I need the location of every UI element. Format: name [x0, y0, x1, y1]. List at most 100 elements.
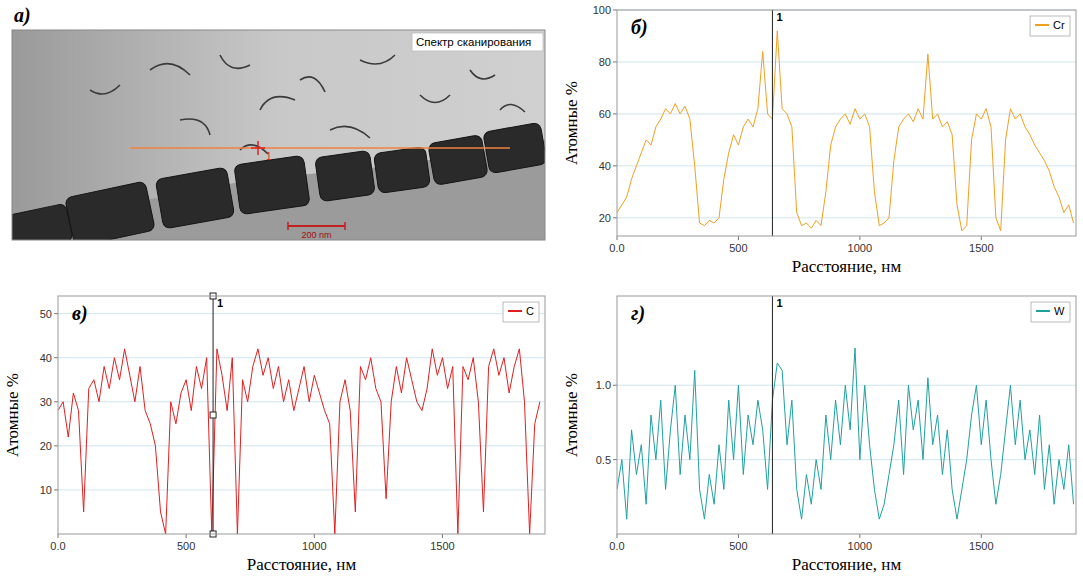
x-tick	[617, 236, 618, 240]
data-layer	[617, 296, 1074, 534]
image-frame	[12, 30, 545, 240]
y-tick-label: 80	[599, 56, 611, 68]
legend: Cr	[1030, 16, 1070, 36]
cursor-line	[772, 296, 773, 534]
data-layer	[617, 10, 1074, 236]
legend: W	[1031, 302, 1070, 322]
dislocation	[300, 77, 325, 92]
grid-line	[617, 459, 1076, 460]
grid-line	[58, 401, 545, 402]
y-tick	[54, 445, 58, 446]
dislocation	[420, 95, 450, 103]
panel-label: a)	[14, 4, 31, 27]
data-line	[58, 349, 540, 534]
marker-cross	[251, 147, 265, 149]
title-box	[412, 33, 543, 51]
y-tick	[613, 61, 617, 62]
y-tick	[54, 357, 58, 358]
plot-background	[617, 296, 1076, 534]
y-tick-label: 100	[593, 4, 611, 16]
y-tick-label: 50	[40, 308, 52, 320]
grid-line	[617, 113, 1076, 114]
x-tick-label: 500	[177, 540, 195, 552]
grid-line	[617, 61, 1076, 62]
cursor-handle	[210, 412, 216, 418]
y-tick	[613, 385, 617, 386]
scale-bar-end	[287, 222, 289, 230]
carbide-grain	[373, 147, 430, 194]
plot-frame	[58, 296, 545, 534]
chart-panel: 204060801000.0500100015001Crб)Атомные %Р…	[562, 4, 1076, 276]
data-line	[617, 31, 1074, 231]
y-axis-title: Атомные %	[562, 81, 581, 165]
x-tick-label: 1000	[302, 540, 326, 552]
scale-bar	[288, 225, 345, 227]
legend-label: C	[526, 305, 534, 317]
y-tick-label: 40	[40, 352, 52, 364]
y-tick	[54, 489, 58, 490]
x-tick	[738, 236, 739, 240]
x-tick	[859, 236, 860, 240]
dislocation	[180, 119, 210, 135]
x-axis-title: Расстояние, нм	[792, 257, 902, 276]
y-axis-title: Атомные %	[562, 373, 581, 457]
grid-line	[58, 357, 545, 358]
y-tick-label: 1.0	[596, 379, 611, 391]
x-tick-label: 500	[729, 242, 747, 254]
legend-box	[1031, 302, 1070, 322]
cursor-label: 1	[776, 11, 782, 23]
x-tick	[186, 534, 187, 538]
dislocation	[220, 55, 250, 68]
grid-line	[617, 165, 1076, 166]
carbide-grain	[12, 203, 73, 240]
figure: 1200 nmСпектр сканированияa)204060801000…	[0, 0, 1083, 583]
cursor-label: 1	[776, 297, 782, 309]
data-line	[617, 348, 1074, 519]
carbide-grain	[428, 135, 488, 186]
x-tick-label: 1500	[430, 540, 454, 552]
dislocation	[90, 85, 120, 94]
legend-swatch	[1035, 24, 1049, 26]
y-tick-label: 20	[599, 212, 611, 224]
legend-box	[1030, 16, 1070, 36]
plot-background	[58, 296, 545, 534]
x-tick-label: 1500	[969, 540, 993, 552]
grid-line	[58, 313, 545, 314]
cursor-line	[772, 10, 773, 236]
x-tick	[58, 534, 59, 538]
data-layer	[58, 296, 540, 534]
x-tick	[442, 534, 443, 538]
dislocation	[470, 70, 495, 79]
y-tick	[613, 217, 617, 218]
image-title: Спектр сканирования	[416, 36, 531, 48]
chart-panel: 0.51.00.0500100015001Wг)Атомные %Расстоя…	[562, 296, 1076, 574]
legend-swatch	[1036, 310, 1050, 312]
x-axis-title: Расстояние, нм	[792, 555, 902, 574]
y-tick-label: 40	[599, 160, 611, 172]
micrograph-panel: 1200 nmСпектр сканирования a)	[7, 4, 548, 253]
dislocation	[150, 64, 190, 75]
carbide-grain	[65, 181, 156, 240]
plot-frame	[617, 296, 1076, 534]
plot-frame	[617, 10, 1076, 236]
legend-label: W	[1054, 305, 1065, 317]
scan-line	[130, 147, 510, 149]
grid-line	[617, 385, 1076, 386]
x-tick-label: 1500	[969, 242, 993, 254]
micrograph: 1200 nm	[12, 30, 545, 240]
dislocation	[240, 145, 268, 154]
grid-line	[58, 445, 545, 446]
scale-bar-label: 200 nm	[301, 230, 331, 240]
y-tick	[613, 113, 617, 114]
x-tick-label: 0.0	[50, 540, 65, 552]
panel-label: б)	[631, 16, 648, 39]
chart-panel: 10203040500.0500100015001Cв)Атомные %Рас…	[3, 293, 545, 574]
panel-label: г)	[631, 302, 645, 325]
carbide-grain	[155, 167, 235, 229]
dislocation	[260, 97, 295, 110]
x-tick	[859, 534, 860, 538]
x-tick	[981, 236, 982, 240]
y-axis-title: Атомные %	[3, 373, 22, 457]
y-tick	[613, 10, 617, 11]
y-tick	[54, 313, 58, 314]
